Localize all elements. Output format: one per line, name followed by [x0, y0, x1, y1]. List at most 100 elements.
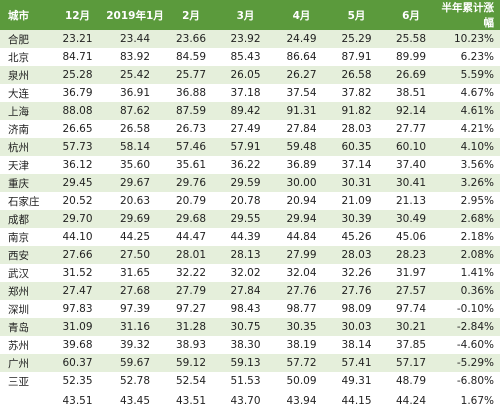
value-cell: 2.18% — [460, 231, 494, 243]
value-cell: 23.21 — [50, 30, 105, 48]
value-cell: 29.67 — [105, 174, 165, 192]
value-cell: 59.67 — [105, 354, 165, 372]
value-cell: 85.43 — [230, 51, 261, 63]
value-cell: 27.77 — [395, 123, 427, 135]
value-cell: 36.12 — [62, 159, 93, 171]
value-cell: 25.29 — [329, 30, 384, 48]
value-cell: 28.13 — [217, 246, 274, 264]
value-cell: 4.10% — [438, 138, 500, 156]
value-cell: 30.21 — [384, 318, 438, 336]
value-cell: -0.10% — [456, 303, 494, 315]
value-cell: 97.83 — [62, 303, 93, 315]
header-cell: 4月 — [274, 0, 329, 30]
table-row: 深圳 97.83 97.39 97.27 98.43 98.77 98.09 97.74 -0.… — [0, 300, 500, 318]
value-cell: 48.79 — [395, 375, 427, 387]
value-cell: 21.13 — [395, 195, 427, 207]
value-cell: 2.08% — [438, 246, 500, 264]
value-cell: 30.35 — [274, 318, 329, 336]
value-cell: 26.58 — [329, 66, 384, 84]
table-body: 合肥 23.21 23.44 23.66 23.92 24.49 25.29 25.58 10.… — [0, 30, 500, 390]
value-cell: 36.22 — [230, 159, 261, 171]
value-cell: 44.25 — [119, 231, 151, 243]
value-cell: 52.35 — [62, 375, 93, 387]
value-cell: 25.28 — [50, 66, 105, 84]
value-cell: 28.03 — [341, 123, 372, 135]
value-cell: 84.71 — [62, 51, 93, 63]
footer-cell: 1.67% — [438, 390, 500, 407]
city-cell: 杭州 — [0, 138, 50, 156]
value-cell: 91.31 — [274, 102, 329, 120]
city-cell: 泉州 — [0, 66, 50, 84]
header-cell: 半年累计涨幅 — [438, 0, 500, 30]
value-cell: 21.09 — [341, 195, 372, 207]
city-cell: 大连 — [8, 87, 29, 100]
value-cell: -5.29% — [438, 354, 500, 372]
value-cell: 25.42 — [105, 66, 165, 84]
value-cell: 87.59 — [165, 102, 217, 120]
table-row: 石家庄 20.52 20.63 20.79 20.78 20.94 21.09 21.13 2.… — [0, 192, 500, 210]
value-cell: 59.48 — [274, 138, 329, 156]
value-cell: 37.85 — [395, 339, 427, 351]
value-cell: 97.74 — [395, 303, 427, 315]
value-cell: 30.41 — [384, 174, 438, 192]
value-cell: 38.51 — [395, 87, 427, 99]
value-cell: 60.37 — [50, 354, 105, 372]
value-cell: -4.60% — [456, 339, 494, 351]
header-cell: 12月 — [50, 0, 105, 30]
value-cell: 23.92 — [217, 30, 274, 48]
footer-cell: 43.51 — [165, 390, 217, 407]
value-cell: 89.42 — [217, 102, 274, 120]
city-cell: 广州 — [0, 354, 50, 372]
value-cell: 38.19 — [286, 339, 317, 351]
value-cell: 57.46 — [165, 138, 217, 156]
value-cell: 45.06 — [395, 231, 427, 243]
value-cell: 86.64 — [286, 51, 317, 63]
header-row: 城市 12月 2019年1月 2月 3月 4月 5月 6月 半年累计涨幅 — [0, 0, 500, 30]
value-cell: 2.68% — [438, 210, 500, 228]
footer-cell: 43.94 — [274, 390, 329, 407]
table-row: 上海 88.08 87.62 87.59 89.42 91.31 91.82 92.14 4.6… — [0, 102, 500, 120]
header-cell: 2019年1月 — [105, 0, 165, 30]
value-cell: 58.14 — [105, 138, 165, 156]
value-cell: 38.30 — [230, 339, 261, 351]
value-cell: 25.58 — [384, 30, 438, 48]
value-cell: 57.91 — [217, 138, 274, 156]
value-cell: 37.40 — [395, 159, 427, 171]
footer-cell: 44.15 — [329, 390, 384, 407]
value-cell: 84.59 — [175, 51, 207, 63]
table-row: 青岛 31.09 31.16 31.28 30.75 30.35 30.03 30.21 -2.… — [0, 318, 500, 336]
value-cell: 52.78 — [119, 375, 151, 387]
value-cell: 38.93 — [175, 339, 207, 351]
value-cell: 30.03 — [329, 318, 384, 336]
table-row: 成都 29.70 29.69 29.68 29.55 29.94 30.39 30.49 2.6… — [0, 210, 500, 228]
footer-cell: 44.24 — [384, 390, 438, 407]
value-cell: 32.26 — [341, 267, 372, 279]
value-cell: 98.77 — [286, 303, 317, 315]
value-cell: 60.35 — [329, 138, 384, 156]
value-cell: 38.14 — [341, 339, 372, 351]
value-cell: 28.03 — [329, 246, 384, 264]
value-cell: 29.94 — [274, 210, 329, 228]
table-row: 大连 36.79 36.91 36.88 37.18 37.54 37.82 38.51 4.6… — [0, 84, 500, 102]
table-row: 泉州 25.28 25.42 25.77 26.05 26.27 26.58 26.69 5.5… — [0, 66, 500, 84]
value-cell: 30.75 — [217, 318, 274, 336]
value-cell: 31.52 — [62, 267, 93, 279]
value-cell: 60.10 — [384, 138, 438, 156]
value-cell: 36.88 — [175, 87, 207, 99]
value-cell: -6.80% — [456, 375, 494, 387]
value-cell: 5.59% — [438, 66, 500, 84]
table-row: 济南 26.65 26.58 26.73 27.49 27.84 28.03 27.77 4.2… — [0, 120, 500, 138]
footer-row: 43.51 43.45 43.51 43.70 43.94 44.15 44.24 1.67% — [0, 390, 500, 407]
value-cell: 97.39 — [119, 303, 151, 315]
city-cell: 石家庄 — [8, 195, 40, 208]
value-cell: 39.68 — [62, 339, 93, 351]
value-cell: 52.54 — [175, 375, 207, 387]
value-cell: 45.26 — [341, 231, 372, 243]
value-cell: 27.76 — [274, 282, 329, 300]
value-cell: 27.79 — [165, 282, 217, 300]
city-cell: 上海 — [0, 102, 50, 120]
value-cell: 36.79 — [62, 87, 93, 99]
value-cell: 57.17 — [384, 354, 438, 372]
value-cell: 31.09 — [50, 318, 105, 336]
